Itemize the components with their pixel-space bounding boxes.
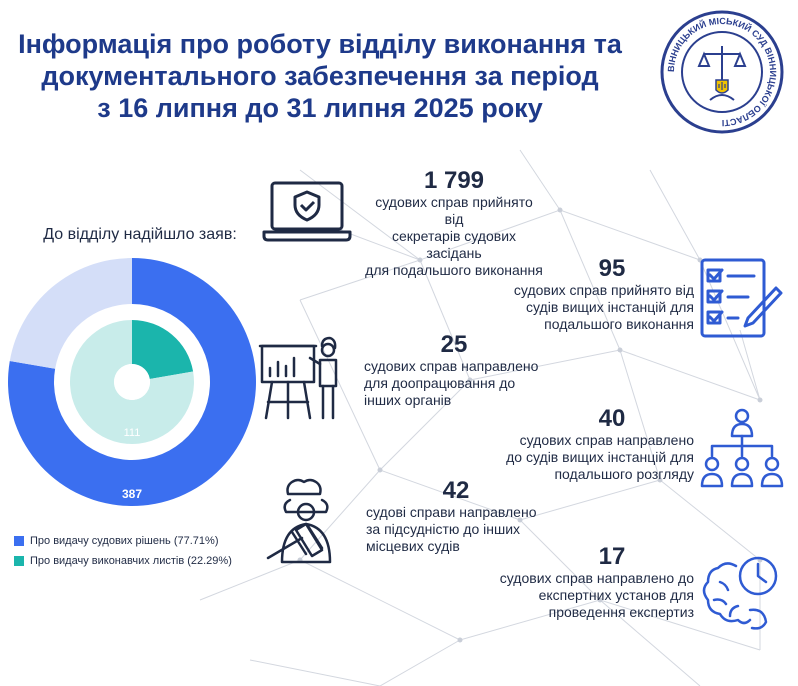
stat-text-line: судові справи направлено [366,504,537,520]
donut-outer-ring [8,258,256,506]
inner-slice-1 [69,320,194,444]
stat-text-line: подальшого розгляду [554,466,694,482]
stat-received-from-higher-courts: 95 судових справ прийнято від судів вищи… [470,256,694,333]
stat-text-line: судових справ направлено до [499,570,694,586]
legend-swatch-blue [14,536,24,546]
stat-text-line: проведення експертиз [548,604,694,620]
checklist-icon [700,258,783,338]
stat-number: 95 [598,255,626,282]
stat-number: 40 [598,405,626,432]
legend-label: Про видачу судових рішень (77.71%) [30,535,219,547]
title-line-3: з 16 липня до 31 липня 2025 року [97,93,543,123]
title-line-1: Інформація про роботу відділу виконання … [18,29,622,59]
outer-slice-0 [8,258,256,506]
stat-number: 25 [440,331,468,358]
stat-text-line: місцевих судів [366,538,460,554]
donut-chart: 111 387 [8,258,256,506]
stat-number: 42 [442,477,470,504]
hierarchy-icon [700,408,784,488]
brain-clock-icon [702,556,778,630]
stat-sent-to-experts: 17 судових справ направлено до експертни… [470,544,694,621]
stat-sent-to-higher-courts: 40 судових справ направлено до судів вищ… [470,406,694,483]
chart-legend: Про видачу судових рішень (77.71%) Про в… [14,532,232,572]
legend-swatch-teal [14,556,24,566]
inner-slice-0 [132,320,194,379]
stat-received-from-secretaries: 1 799 судових справ прийнято від секрета… [364,168,544,279]
stat-text-line: інших органів [364,392,452,408]
donut-inner-ring [69,320,194,444]
stat-text-line: судів вищих інстанцій для [526,299,694,315]
judge-gavel-icon [266,478,332,564]
stat-text-line: судових справ направлено [364,358,539,374]
stat-number: 1 799 [423,167,485,194]
legend-item: Про видачу судових рішень (77.71%) [14,532,232,550]
page-title: Інформація про роботу відділу виконання … [10,28,630,124]
stat-text-line: за підсудністю до інших [366,521,521,537]
stat-text-line: до судів вищих інстанцій для [506,449,694,465]
stat-text-line: для доопрацювання до [364,375,516,391]
legend-item: Про видачу виконавчих листів (22.29%) [14,552,232,570]
title-line-2: документального забезпечення за період [41,61,599,91]
stat-text-line: судових справ прийнято від [375,194,533,227]
stat-text-line: експертних установ для [538,587,694,603]
stat-sent-by-jurisdiction: 42 судові справи направлено за підсудніс… [366,478,566,555]
stat-text-line: подальшого виконання [544,316,694,332]
court-emblem-logo: ВІННИЦЬКИЙ МІСЬКИЙ СУД ВІННИЦЬКОЇ ОБЛАСТ… [660,10,784,134]
presentation-icon [258,336,338,420]
donut-title: До відділу надійшло заяв: [43,226,237,243]
outer-slice-1 [9,258,132,369]
stat-text-line: судових справ прийнято від [513,282,694,298]
stat-text-line: для подальшого виконання [365,262,543,278]
stat-text-line: судових справ направлено [519,432,694,448]
donut-hole [114,364,150,400]
legend-label: Про видачу виконавчих листів (22.29%) [30,555,232,567]
stat-text-line: секретарів судових засідань [391,228,517,261]
laptop-shield-icon [262,181,352,242]
stat-number: 17 [598,543,626,570]
outer-ring-label: 387 [122,487,142,501]
stat-returned-for-revision: 25 судових справ направлено для доопрацю… [364,332,564,409]
inner-ring-label: 111 [124,427,141,439]
